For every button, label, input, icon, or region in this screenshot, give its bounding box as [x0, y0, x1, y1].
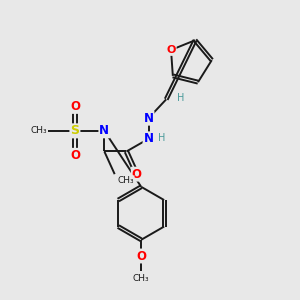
Text: S: S — [70, 124, 80, 137]
Text: O: O — [166, 45, 176, 55]
Text: CH₃: CH₃ — [30, 126, 47, 135]
Text: O: O — [132, 168, 142, 181]
Text: O: O — [70, 100, 80, 113]
Text: H: H — [177, 93, 185, 103]
Text: O: O — [70, 149, 80, 162]
Text: N: N — [143, 112, 154, 125]
Text: N: N — [143, 132, 154, 145]
Text: N: N — [99, 124, 110, 137]
Text: O: O — [136, 250, 146, 262]
Text: CH₃: CH₃ — [118, 176, 134, 184]
Text: CH₃: CH₃ — [133, 274, 149, 283]
Text: H: H — [158, 133, 165, 143]
